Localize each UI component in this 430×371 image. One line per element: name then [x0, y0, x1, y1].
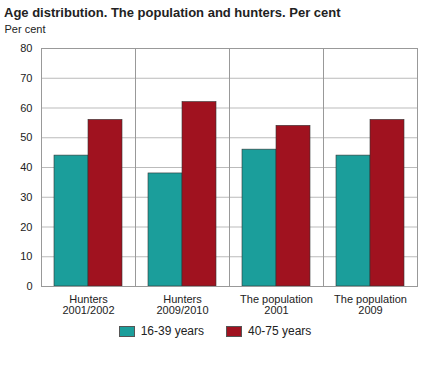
svg-text:The population2009: The population2009	[334, 293, 407, 316]
svg-text:Hunters2001/2002: Hunters2001/2002	[63, 293, 115, 316]
svg-text:60: 60	[20, 102, 32, 114]
svg-text:20: 20	[20, 221, 32, 233]
svg-text:Hunters2009/2010: Hunters2009/2010	[157, 293, 209, 316]
svg-text:40: 40	[20, 161, 32, 173]
html-text:40-75 years: 40-75 years	[248, 324, 312, 338]
svg-text:80: 80	[20, 42, 32, 54]
svg-text:Per cent: Per cent	[5, 23, 46, 35]
svg-text:30: 30	[20, 191, 32, 203]
svg-text:The population2001: The population2001	[240, 293, 313, 316]
svg-text:10: 10	[20, 250, 32, 262]
svg-text:0: 0	[26, 280, 32, 292]
svg-text:50: 50	[20, 131, 32, 143]
html-text:16-39 years: 16-39 years	[140, 324, 204, 338]
html-text:Age distribution. The populati: Age distribution. The population and hun…	[4, 5, 341, 20]
svg-text:70: 70	[20, 72, 32, 84]
